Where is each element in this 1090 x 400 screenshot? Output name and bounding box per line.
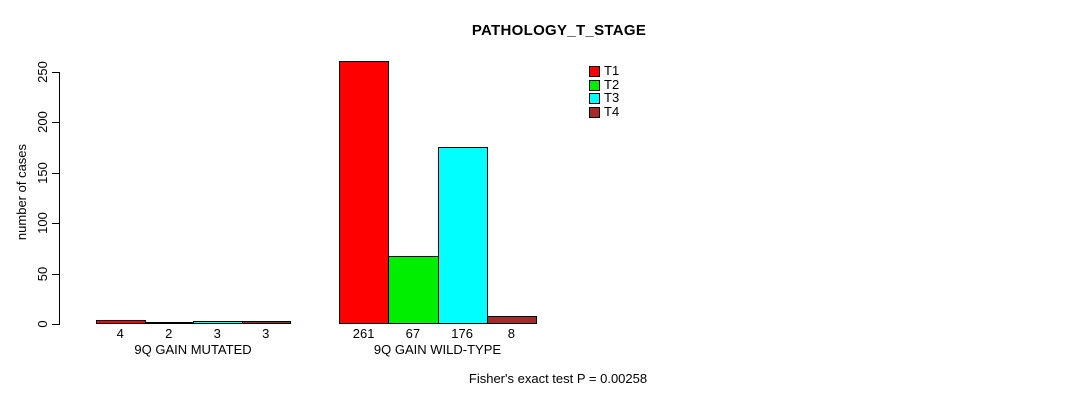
- bar-t1-group2: [339, 61, 390, 324]
- bar-t3-group2: [437, 147, 488, 324]
- y-tick-line: [52, 274, 60, 275]
- y-tick-label: 150: [35, 162, 50, 184]
- bar-t4-group1: [241, 321, 291, 324]
- legend-swatch-t4: [589, 107, 600, 118]
- bar-t1-group1: [96, 320, 146, 324]
- y-tick-line: [52, 173, 60, 174]
- y-tick-label: 0: [35, 320, 50, 328]
- y-axis-title: number of cases: [14, 143, 29, 241]
- legend-label: T3: [604, 90, 620, 105]
- bar-value-label: 3: [213, 326, 221, 341]
- legend-label: T4: [604, 104, 620, 119]
- legend-label: T1: [604, 63, 620, 78]
- category-label: 9Q GAIN MUTATED: [134, 342, 252, 357]
- y-tick-label: 250: [35, 61, 50, 83]
- bar-value-label: 67: [405, 326, 421, 341]
- y-tick-label: 200: [35, 111, 50, 133]
- stats-annotation: Fisher's exact test P = 0.00258: [468, 371, 648, 386]
- bar-value-label: 3: [262, 326, 270, 341]
- bar-value-label: 2: [165, 326, 173, 341]
- bar-value-label: 4: [116, 326, 124, 341]
- bar-value-label: 8: [507, 326, 515, 341]
- bar-t2-group2: [388, 256, 439, 324]
- legend-swatch-t2: [589, 80, 600, 91]
- legend-swatch-t3: [589, 93, 600, 104]
- y-tick-line: [52, 324, 60, 325]
- y-tick-line: [52, 72, 60, 73]
- bar-value-label: 261: [352, 326, 375, 341]
- y-tick-label: 50: [35, 266, 50, 282]
- y-axis-line: [59, 72, 60, 325]
- legend-label: T2: [604, 77, 620, 92]
- category-label: 9Q GAIN WILD-TYPE: [373, 342, 502, 357]
- bar-value-label: 176: [451, 326, 473, 341]
- y-tick-label: 100: [35, 212, 50, 234]
- bar-t2-group1: [144, 322, 194, 324]
- legend-swatch-t1: [589, 66, 600, 77]
- y-tick-line: [52, 223, 60, 224]
- y-tick-line: [52, 122, 60, 123]
- bar-t4-group2: [486, 316, 537, 324]
- chart-title: PATHOLOGY_T_STAGE: [471, 22, 647, 39]
- bar-t3-group1: [193, 321, 243, 324]
